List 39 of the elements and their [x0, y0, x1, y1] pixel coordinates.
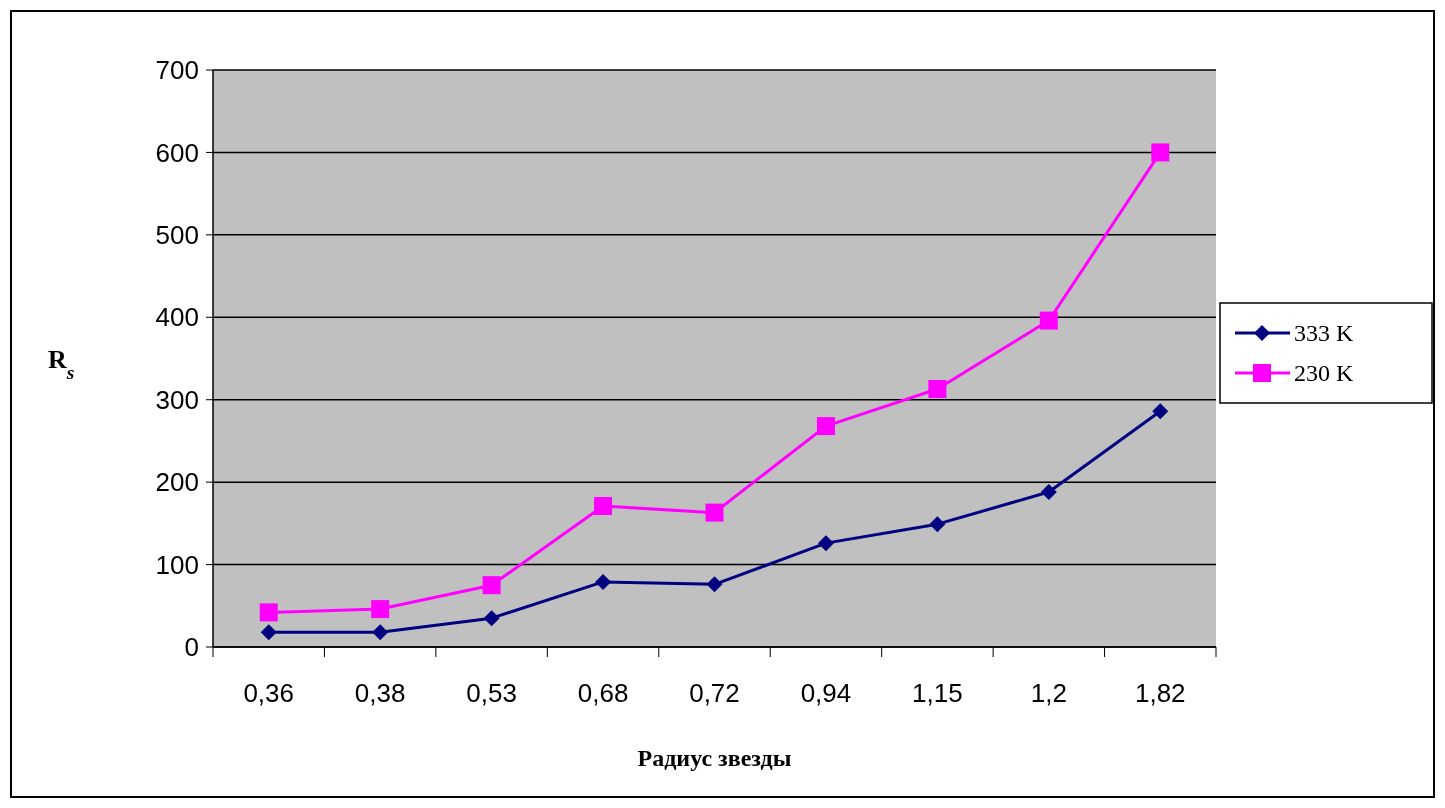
point: [371, 600, 390, 619]
point: [595, 573, 612, 590]
x-tick-label: 1,2: [1030, 678, 1067, 708]
x-tick-label: 0,72: [689, 678, 740, 708]
x-tick-label: 0,94: [800, 678, 852, 708]
point: [372, 624, 389, 641]
x-tick-label: 1,15: [912, 678, 963, 708]
point: [482, 576, 501, 595]
x-tick-label: 1,82: [1134, 678, 1186, 708]
legend-label: 230 K: [1294, 360, 1354, 387]
y-tick-label: 200: [155, 467, 199, 498]
point: [817, 535, 834, 552]
x-axis-title: Радиус звезды: [637, 745, 792, 771]
y-axis-title: R$_{s}$: [48, 345, 75, 383]
x-tick-label: 0,36: [243, 678, 295, 708]
point: [259, 603, 278, 622]
point: [705, 503, 724, 522]
y-tick-label: 400: [155, 302, 199, 333]
point: [1152, 403, 1169, 420]
point: [260, 624, 277, 641]
y-tick-label: 700: [155, 55, 199, 86]
point: [1151, 143, 1170, 162]
point: [928, 380, 947, 398]
y-tick-label: 0: [184, 632, 199, 663]
y-tick-label: 600: [155, 137, 199, 168]
point: [816, 417, 835, 436]
x-tick-label: 0,53: [466, 678, 517, 708]
y-tick-label: 100: [155, 549, 199, 580]
x-tick-label: 0,68: [577, 678, 629, 708]
point: [483, 610, 500, 627]
point: [706, 576, 723, 593]
point: [1040, 484, 1057, 501]
point: [1039, 311, 1058, 330]
point: [929, 516, 946, 533]
x-tick-label: 0,38: [354, 678, 406, 708]
y-tick-label: 300: [155, 384, 199, 415]
legend-label: 333 K: [1294, 320, 1354, 347]
y-tick-label: 500: [155, 219, 199, 250]
point: [594, 497, 613, 516]
